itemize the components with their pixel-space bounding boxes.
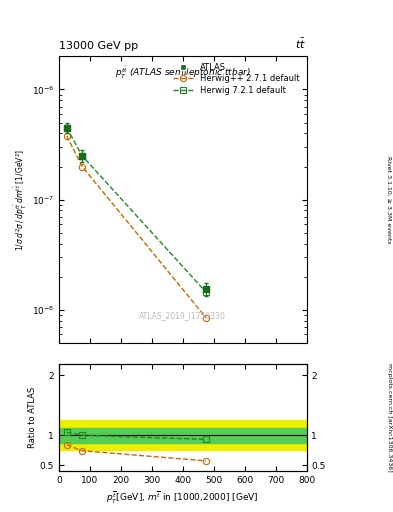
- Legend: ATLAS, Herwig++ 2.7.1 default, Herwig 7.2.1 default: ATLAS, Herwig++ 2.7.1 default, Herwig 7.…: [170, 60, 302, 97]
- Text: $t\bar{t}$: $t\bar{t}$: [296, 37, 307, 51]
- Text: $p_T^{t\bar{t}}$ (ATLAS semileptonic ttbar): $p_T^{t\bar{t}}$ (ATLAS semileptonic ttb…: [115, 65, 251, 81]
- Y-axis label: $1/\sigma\,d^2\sigma\,/\,dp_T^{t\bar{t}}\,dm^{t\bar{t}}$ [1/GeV$^2$]: $1/\sigma\,d^2\sigma\,/\,dp_T^{t\bar{t}}…: [13, 148, 29, 251]
- Text: ATLAS_2019_I1750330: ATLAS_2019_I1750330: [139, 311, 226, 320]
- X-axis label: $p_T^{\overline{t}}$[GeV], $m^{\overline{t}}$ in [1000,2000] [GeV]: $p_T^{\overline{t}}$[GeV], $m^{\overline…: [107, 489, 259, 505]
- Bar: [59, 428, 307, 443]
- Bar: [59, 420, 307, 450]
- Y-axis label: Ratio to ATLAS: Ratio to ATLAS: [28, 387, 37, 448]
- Text: 13000 GeV pp: 13000 GeV pp: [59, 41, 138, 51]
- Text: mcplots.cern.ch [arXiv:1306.3436]: mcplots.cern.ch [arXiv:1306.3436]: [387, 363, 391, 472]
- Text: Rivet 3.1.10, ≥ 3.3M events: Rivet 3.1.10, ≥ 3.3M events: [387, 156, 391, 244]
